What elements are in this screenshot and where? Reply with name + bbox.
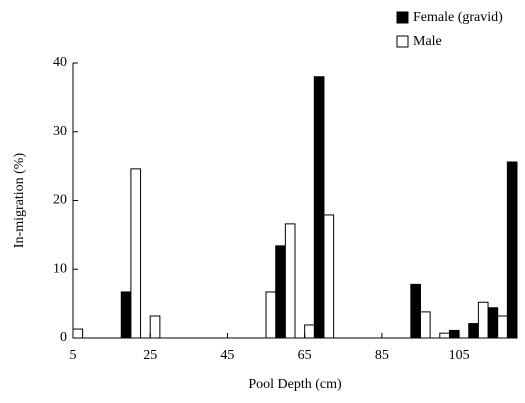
x-tick-label: 25	[143, 348, 157, 363]
y-tick-label: 30	[53, 124, 67, 139]
x-axis-title: Pool Depth (cm)	[248, 377, 342, 392]
bar	[275, 245, 286, 339]
y-tick-label: 0	[60, 330, 67, 345]
legend-label: Male	[413, 34, 442, 49]
y-tick-label: 20	[53, 193, 67, 208]
bar	[284, 223, 296, 339]
y-tick-label: 10	[53, 261, 67, 276]
x-tick-label: 105	[449, 348, 470, 363]
bar	[72, 328, 84, 339]
bar	[120, 291, 132, 339]
bar	[149, 315, 161, 339]
bar	[130, 168, 142, 339]
bar	[448, 329, 460, 339]
bar	[487, 307, 499, 339]
bar	[313, 76, 325, 339]
legend-swatch	[396, 35, 409, 48]
bar	[506, 161, 518, 339]
x-tick-label: 65	[298, 348, 312, 363]
bar	[265, 291, 277, 339]
bar	[497, 315, 508, 339]
y-tick-label: 40	[53, 55, 67, 70]
bar	[468, 323, 479, 339]
bar	[477, 301, 489, 339]
bar	[410, 283, 421, 339]
x-tick-label: 45	[220, 348, 234, 363]
x-tick-label: 85	[375, 348, 389, 363]
x-tick-label: 5	[70, 348, 77, 363]
y-axis-title: In-migration (%)	[12, 153, 27, 249]
bar	[304, 324, 315, 339]
bar	[439, 332, 450, 339]
legend-swatch	[396, 11, 409, 24]
bar	[419, 311, 431, 339]
bar	[323, 214, 335, 339]
legend-label: Female (gravid)	[413, 10, 503, 25]
